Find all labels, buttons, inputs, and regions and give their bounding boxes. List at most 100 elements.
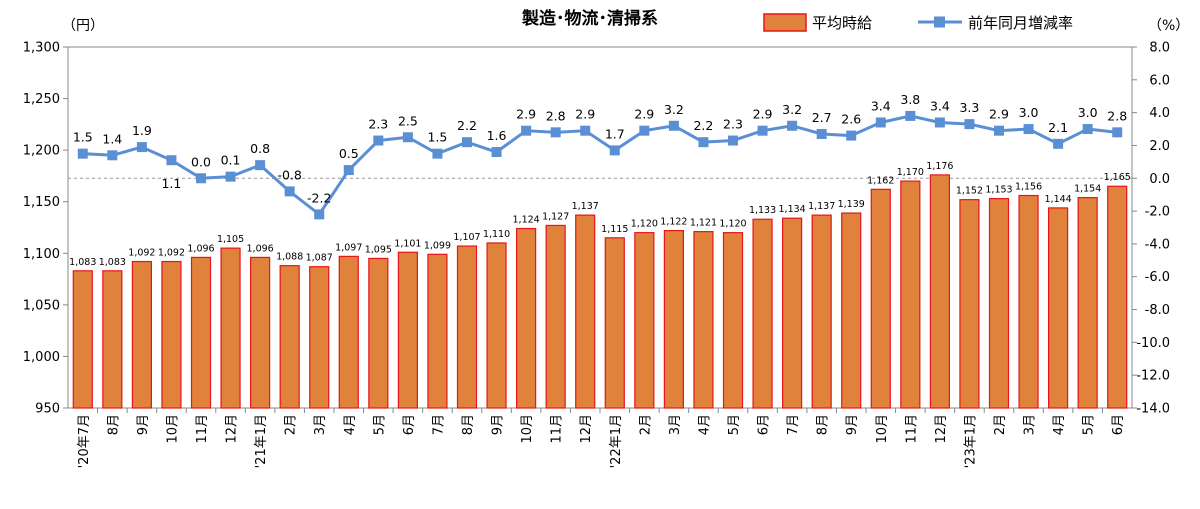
growth-rate-label: 2.3: [368, 117, 388, 132]
growth-rate-label: 0.0: [191, 154, 211, 169]
growth-rate-marker: [550, 127, 561, 138]
bar-value-label: 1,154: [1074, 184, 1101, 195]
x-axis-tick-label: 10月: [165, 414, 180, 444]
bar: [841, 212, 862, 409]
growth-rate-label: 3.0: [1078, 105, 1098, 120]
bar: [102, 270, 123, 409]
right-axis-tick-label: 8.0: [1149, 41, 1170, 56]
bar: [220, 247, 241, 409]
bar-value-label: 1,096: [187, 243, 214, 254]
x-axis-tick-label: 6月: [402, 414, 417, 435]
bar-value-label: 1,120: [719, 219, 746, 230]
bar: [72, 270, 93, 409]
growth-rate-marker: [934, 117, 945, 128]
growth-rate-label: -2.2: [307, 190, 331, 205]
growth-rate-marker: [580, 125, 591, 136]
growth-rate-label: 1.4: [102, 131, 122, 146]
bar: [486, 242, 507, 409]
bar-value-label: 1,156: [1015, 182, 1042, 193]
bar-value-label: 1,097: [335, 242, 362, 253]
bar-value-label: 1,087: [306, 253, 333, 264]
bar: [604, 237, 625, 409]
bar: [870, 188, 891, 409]
legend-bar-label: 平均時給: [812, 14, 872, 32]
bar: [1107, 185, 1128, 409]
left-axis-tick-label: 1,200: [23, 144, 60, 159]
x-axis-tick-label: 4月: [1052, 414, 1067, 435]
growth-rate-label: 2.9: [634, 107, 654, 122]
growth-rate-label: 1.6: [487, 128, 507, 143]
bar: [516, 227, 537, 409]
growth-rate-marker: [107, 150, 118, 161]
right-axis-tick-label: -12.0: [1136, 369, 1170, 384]
growth-rate-label: 2.9: [753, 107, 773, 122]
left-axis-tick-label: 1,250: [23, 92, 60, 107]
bar-value-label: 1,137: [808, 201, 835, 212]
bar-value-label: 1,170: [897, 167, 924, 178]
growth-rate-marker: [284, 186, 295, 197]
left-axis-tick-label: 1,300: [23, 41, 60, 56]
x-axis-tick-label: 12月: [579, 414, 594, 444]
growth-rate-marker: [343, 165, 354, 176]
right-axis-tick-label: 2.0: [1149, 139, 1170, 154]
bar-value-label: 1,095: [365, 244, 392, 255]
right-axis-tick-label: -4.0: [1145, 237, 1170, 252]
growth-rate-marker: [491, 147, 502, 158]
growth-rate-marker: [1053, 138, 1064, 149]
bar-value-label: 1,127: [542, 211, 569, 222]
x-axis-tick-label: 11月: [195, 414, 210, 444]
legend-line-label: 前年同月増減率: [968, 14, 1073, 32]
bar-value-label: 1,122: [660, 217, 687, 228]
left-axis-tick-label: 1,150: [23, 195, 60, 210]
right-axis-tick-label: -14.0: [1136, 402, 1170, 417]
right-axis-tick-label: -8.0: [1145, 303, 1170, 318]
x-axis-tick-label: 5月: [372, 414, 387, 435]
bar-value-label: 1,137: [572, 201, 599, 212]
right-axis-tick-label: 6.0: [1149, 73, 1170, 88]
growth-rate-marker: [402, 132, 413, 143]
x-axis-tick-label: 3月: [1023, 414, 1038, 435]
growth-rate-marker: [875, 117, 886, 128]
bar: [959, 199, 980, 409]
growth-rate-marker: [994, 125, 1004, 136]
growth-rate-marker: [255, 160, 266, 171]
x-axis-tick-label: '20年7月: [77, 414, 92, 468]
growth-rate-marker: [77, 148, 88, 159]
growth-rate-label: 3.3: [959, 100, 979, 115]
bar-value-label: 1,088: [276, 252, 303, 263]
bar: [131, 260, 152, 409]
chart-title: 製造･物流･清掃系: [521, 8, 658, 29]
growth-rate-marker: [668, 120, 679, 131]
bar: [663, 229, 684, 409]
x-axis-tick-label: 9月: [491, 414, 506, 435]
growth-rate-label: 3.4: [930, 98, 950, 113]
x-axis-tick-label: 5月: [727, 414, 742, 435]
bar: [1048, 207, 1069, 409]
x-axis-tick-label: 7月: [786, 414, 801, 435]
growth-rate-marker: [1023, 124, 1034, 135]
bar: [811, 214, 832, 409]
growth-rate-label: 2.3: [723, 117, 743, 132]
growth-rate-label: 1.5: [73, 130, 93, 145]
bar: [1077, 196, 1098, 409]
bar: [929, 174, 950, 409]
bar-value-label: 1,083: [99, 257, 126, 268]
x-axis-tick-label: 8月: [106, 414, 121, 435]
bar: [752, 218, 773, 409]
growth-rate-label: 2.1: [1048, 120, 1068, 135]
growth-rate-marker: [609, 145, 620, 156]
plot-area: 950 1,000 1,050 1,100 1,150 1,200 1,250 1,300 -1…: [23, 41, 1170, 469]
growth-rate-label: 3.2: [664, 102, 684, 117]
bar-value-label: 1,121: [690, 218, 717, 229]
x-axis-tick-label: 11月: [550, 414, 565, 444]
bar-value-label: 1,101: [394, 238, 421, 249]
x-axis-tick-label: '21年1月: [254, 414, 269, 468]
bar: [161, 260, 182, 409]
x-axis-tick-label: 4月: [343, 414, 358, 435]
growth-rate-marker: [166, 155, 177, 166]
growth-rate-label: 0.8: [250, 141, 270, 156]
growth-rate-label: 2.5: [398, 113, 418, 128]
x-axis-tick-label: 2月: [638, 414, 653, 435]
bar: [575, 214, 596, 409]
x-axis-tick-label: 10月: [520, 414, 535, 444]
